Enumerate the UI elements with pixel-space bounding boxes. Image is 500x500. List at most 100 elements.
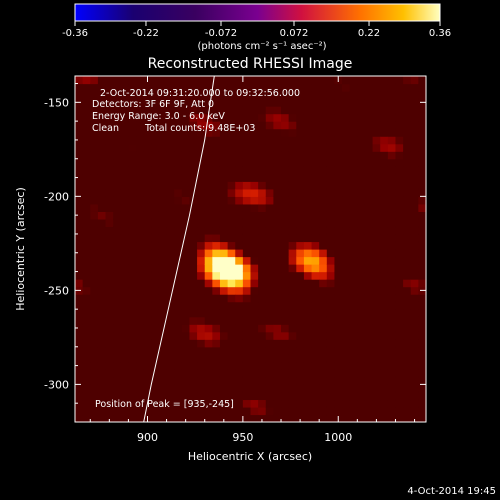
heatmap-cell — [357, 151, 366, 160]
heatmap-cell — [105, 369, 114, 378]
heatmap-cell — [113, 106, 122, 115]
heatmap-cell — [349, 346, 358, 355]
heatmap-cell — [349, 121, 358, 130]
heatmap-cell — [334, 316, 343, 325]
heatmap-cell — [105, 309, 114, 318]
heatmap-cell — [296, 136, 305, 145]
heatmap-cell — [105, 91, 114, 100]
heatmap-cell — [372, 143, 381, 152]
heatmap-cell — [158, 414, 168, 422]
heatmap-cell — [97, 241, 107, 250]
heatmap-cell — [75, 173, 84, 182]
heatmap-cell — [342, 384, 351, 393]
heatmap-cell — [197, 121, 206, 130]
heatmap-cell — [212, 173, 221, 182]
heatmap-cell — [395, 301, 404, 310]
heatmap-cell — [349, 128, 358, 137]
colorbar-tick-label: 0.22 — [358, 28, 380, 39]
heatmap-cell — [273, 196, 282, 205]
heatmap-cell — [326, 294, 336, 303]
heatmap-cell — [189, 173, 198, 182]
heatmap-cell — [342, 233, 351, 243]
heatmap-cell — [387, 151, 397, 160]
heatmap-cell — [349, 339, 358, 348]
heatmap-cell — [219, 301, 229, 310]
heatmap-cell — [258, 76, 267, 85]
heatmap-cell — [281, 143, 290, 152]
heatmap-cell — [281, 339, 290, 348]
heatmap-cell — [181, 279, 191, 288]
heatmap-cell — [273, 339, 282, 348]
heatmap-cell — [235, 264, 244, 273]
heatmap-cell — [105, 384, 114, 393]
heatmap-cell — [75, 271, 84, 280]
heatmap-cell — [265, 369, 274, 378]
heatmap-cell — [342, 76, 351, 85]
heatmap-cell — [357, 316, 366, 325]
heatmap-cell — [395, 346, 404, 355]
heatmap-cell — [158, 324, 168, 333]
heatmap-cell — [82, 384, 91, 393]
heatmap-cell — [349, 264, 358, 273]
heatmap-cell — [212, 218, 221, 228]
heatmap-cell — [97, 331, 107, 340]
heatmap-cell — [418, 324, 426, 333]
heatmap-cell — [235, 158, 244, 167]
heatmap-cell — [143, 98, 152, 107]
heatmap-cell — [303, 271, 313, 280]
heatmap-cell — [349, 241, 358, 250]
heatmap-cell — [349, 376, 358, 385]
heatmap-cell — [303, 249, 313, 258]
heatmap-cell — [235, 309, 244, 318]
heatmap-cell — [311, 181, 320, 190]
heatmap-cell — [197, 279, 206, 288]
heatmap-cell — [364, 151, 374, 160]
heatmap-cell — [265, 309, 274, 318]
heatmap-cell — [136, 83, 145, 92]
heatmap-cell — [82, 339, 91, 348]
colorbar-unit-label: (photons cm⁻² s⁻¹ asec⁻²) — [197, 41, 326, 52]
heatmap-cell — [342, 188, 351, 197]
heatmap-cell — [174, 361, 183, 370]
heatmap-cell — [235, 339, 244, 348]
heatmap-cell — [151, 249, 160, 258]
heatmap-cell — [357, 181, 366, 190]
heatmap-cell — [418, 196, 426, 205]
heatmap-cell — [212, 106, 221, 115]
heatmap-cell — [311, 339, 320, 348]
heatmap-cell — [90, 354, 99, 363]
heatmap-cell — [349, 309, 358, 318]
heatmap-cell — [143, 271, 152, 280]
heatmap-cell — [189, 256, 198, 265]
heatmap-cell — [174, 309, 183, 318]
heatmap-cell — [342, 158, 351, 167]
heatmap-cell — [258, 128, 267, 137]
heatmap-cell — [303, 324, 313, 333]
heatmap-cell — [387, 339, 397, 348]
heatmap-cell — [296, 83, 305, 92]
heatmap-cell — [364, 391, 374, 401]
heatmap-cell — [273, 331, 282, 340]
heatmap-cell — [319, 83, 328, 92]
heatmap-cell — [395, 121, 404, 130]
heatmap-cell — [349, 188, 358, 197]
heatmap-cell — [242, 384, 252, 393]
heatmap-cell — [113, 211, 122, 220]
heatmap-cell — [189, 369, 198, 378]
heatmap-cell — [189, 391, 198, 401]
heatmap-cell — [418, 218, 426, 228]
heatmap-cell — [166, 181, 175, 190]
heatmap-cell — [174, 188, 183, 197]
heatmap-cell — [334, 309, 343, 318]
heatmap-cell — [326, 369, 336, 378]
heatmap-cell — [296, 256, 305, 265]
heatmap-cell — [197, 406, 206, 416]
heatmap-cell — [181, 324, 191, 333]
heatmap-cell — [250, 414, 259, 422]
heatmap-cell — [204, 113, 213, 122]
heatmap-cell — [82, 361, 91, 370]
heatmap-cell — [120, 76, 130, 85]
heatmap-cell — [242, 91, 252, 100]
heatmap-cell — [288, 76, 297, 85]
heatmap-cell — [403, 384, 412, 393]
